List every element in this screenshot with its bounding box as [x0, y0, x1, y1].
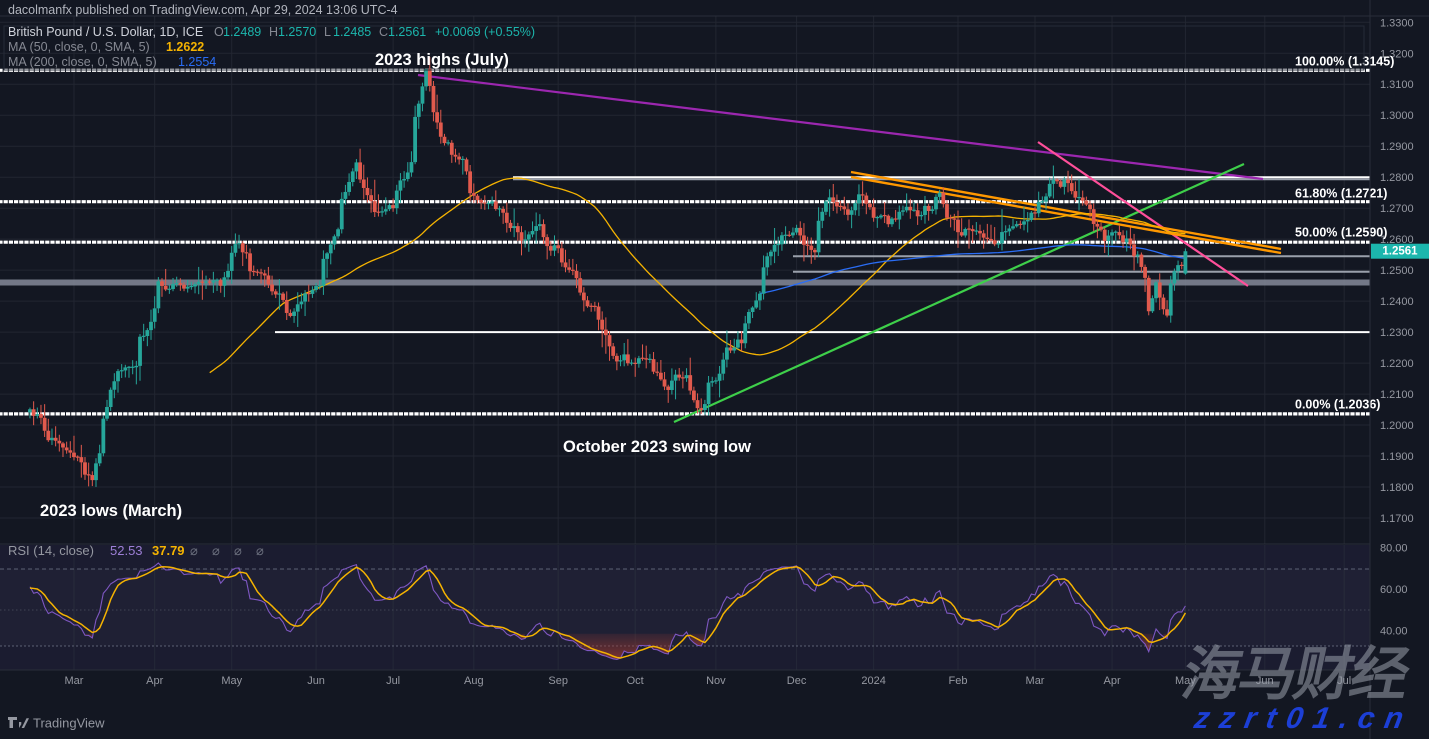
- svg-text:dacolmanfx published on Tradin: dacolmanfx published on TradingView.com,…: [8, 3, 398, 17]
- svg-text:1.2561: 1.2561: [1382, 246, 1418, 258]
- svg-text:100.00% (1.3145): 100.00% (1.3145): [1295, 55, 1394, 69]
- svg-text:61.80% (1.2721): 61.80% (1.2721): [1295, 187, 1387, 201]
- svg-text:⌀: ⌀: [256, 543, 264, 558]
- svg-text:Feb: Feb: [949, 675, 968, 687]
- svg-text:MA (50, close, 0, SMA, 5): MA (50, close, 0, SMA, 5): [8, 40, 150, 54]
- svg-text:1.2200: 1.2200: [1380, 358, 1414, 370]
- svg-text:2023 lows (March): 2023 lows (March): [40, 502, 182, 520]
- svg-text:1.1800: 1.1800: [1380, 482, 1414, 494]
- svg-text:1.1700: 1.1700: [1380, 513, 1414, 525]
- svg-text:Apr: Apr: [146, 675, 163, 687]
- svg-text:1.2489: 1.2489: [223, 25, 261, 39]
- svg-text:40.00: 40.00: [1380, 626, 1408, 638]
- svg-text:1.2000: 1.2000: [1380, 420, 1414, 432]
- svg-text:Apr: Apr: [1103, 675, 1120, 687]
- svg-text:37.79: 37.79: [152, 543, 185, 558]
- svg-text:1.2561: 1.2561: [388, 25, 426, 39]
- svg-text:1.2570: 1.2570: [278, 25, 316, 39]
- svg-text:1.2500: 1.2500: [1380, 265, 1414, 277]
- svg-text:Mar: Mar: [1026, 675, 1045, 687]
- svg-text:Oct: Oct: [627, 675, 644, 687]
- svg-text:Mar: Mar: [65, 675, 84, 687]
- svg-text:50.00% (1.2590): 50.00% (1.2590): [1295, 226, 1387, 240]
- svg-text:1.3000: 1.3000: [1380, 110, 1414, 122]
- svg-text:MA (200, close, 0, SMA, 5): MA (200, close, 0, SMA, 5): [8, 55, 157, 69]
- svg-text:+0.0069 (+0.55%): +0.0069 (+0.55%): [435, 25, 535, 39]
- svg-text:Jun: Jun: [307, 675, 325, 687]
- svg-text:52.53: 52.53: [110, 543, 143, 558]
- svg-text:1.2485: 1.2485: [333, 25, 371, 39]
- svg-text:2024: 2024: [861, 675, 885, 687]
- svg-text:1.2400: 1.2400: [1380, 296, 1414, 308]
- svg-text:0.00% (1.2036): 0.00% (1.2036): [1295, 398, 1380, 412]
- svg-text:⌀: ⌀: [234, 543, 242, 558]
- svg-text:⌀: ⌀: [190, 543, 198, 558]
- svg-text:C: C: [379, 25, 388, 39]
- svg-text:60.00: 60.00: [1380, 584, 1408, 596]
- svg-text:H: H: [269, 25, 278, 39]
- svg-text:Nov: Nov: [706, 675, 726, 687]
- svg-text:1.2900: 1.2900: [1380, 141, 1414, 153]
- svg-text:2023 highs (July): 2023 highs (July): [375, 51, 509, 69]
- svg-text:October 2023 swing low: October 2023 swing low: [563, 438, 751, 456]
- svg-text:1.3100: 1.3100: [1380, 79, 1414, 91]
- svg-text:L: L: [324, 25, 331, 39]
- svg-text:1.3300: 1.3300: [1380, 17, 1414, 29]
- svg-text:海马财经: 海马财经: [1176, 643, 1415, 707]
- svg-text:1.2700: 1.2700: [1380, 203, 1414, 215]
- svg-text:1.2800: 1.2800: [1380, 172, 1414, 184]
- svg-text:1.2622: 1.2622: [166, 40, 204, 54]
- svg-text:Jul: Jul: [386, 675, 400, 687]
- svg-text:80.00: 80.00: [1380, 543, 1408, 555]
- svg-text:Sep: Sep: [548, 675, 568, 687]
- svg-text:Dec: Dec: [787, 675, 807, 687]
- svg-text:TradingView: TradingView: [33, 716, 105, 731]
- svg-text:1.1900: 1.1900: [1380, 451, 1414, 463]
- svg-text:British Pound / U.S. Dollar, 1: British Pound / U.S. Dollar, 1D, ICE: [8, 25, 203, 39]
- svg-text:zzrt01.cn: zzrt01.cn: [1191, 702, 1416, 735]
- svg-text:1.2100: 1.2100: [1380, 389, 1414, 401]
- svg-text:1.2300: 1.2300: [1380, 327, 1414, 339]
- svg-text:May: May: [221, 675, 242, 687]
- svg-text:Aug: Aug: [464, 675, 484, 687]
- svg-text:1.2554: 1.2554: [178, 55, 216, 69]
- svg-text:⌀: ⌀: [212, 543, 220, 558]
- svg-text:RSI (14, close): RSI (14, close): [8, 543, 94, 558]
